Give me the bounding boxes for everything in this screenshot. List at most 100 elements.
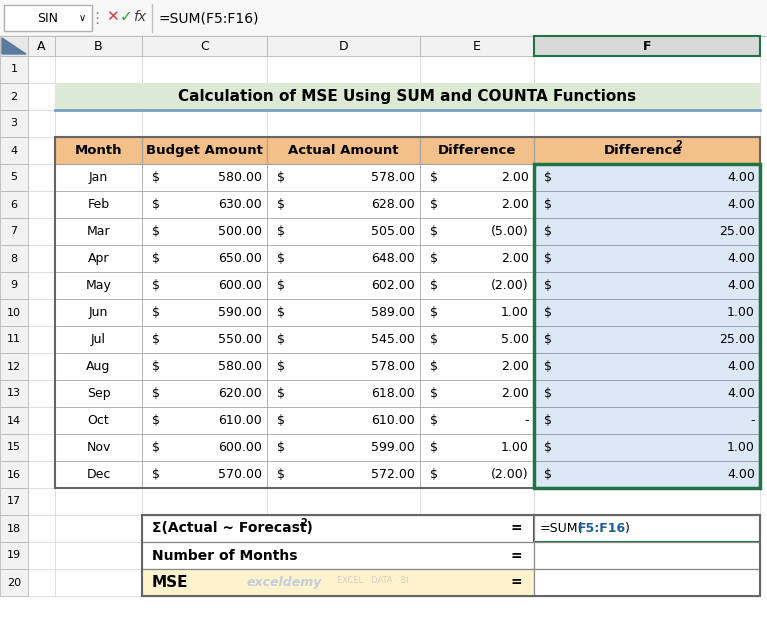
Text: Jan: Jan — [89, 171, 108, 184]
Text: 5.00: 5.00 — [501, 333, 529, 346]
Bar — [420, 461, 534, 488]
Bar — [55, 353, 142, 380]
Bar — [28, 299, 55, 326]
Text: 545.00: 545.00 — [371, 333, 415, 346]
Text: 630.00: 630.00 — [219, 198, 262, 211]
Text: $: $ — [544, 171, 552, 184]
Text: Calculation of MSE Using SUM and COUNTA Functions: Calculation of MSE Using SUM and COUNTA … — [179, 89, 637, 104]
Bar — [534, 56, 760, 83]
Text: 618.00: 618.00 — [371, 387, 415, 400]
Text: $: $ — [430, 225, 438, 238]
Bar — [267, 569, 420, 596]
Text: 599.00: 599.00 — [371, 441, 415, 454]
Text: $: $ — [277, 414, 285, 427]
Text: $: $ — [430, 279, 438, 292]
Text: 650.00: 650.00 — [218, 252, 262, 265]
Bar — [420, 56, 534, 83]
Bar — [55, 272, 142, 299]
Bar — [534, 218, 760, 245]
Bar — [55, 110, 142, 137]
Text: Dec: Dec — [87, 468, 110, 481]
Bar — [55, 488, 142, 515]
Bar — [420, 137, 534, 164]
Text: $: $ — [277, 360, 285, 373]
Bar — [142, 434, 267, 461]
Bar — [28, 245, 55, 272]
Text: EXCEL · DATA · BI: EXCEL · DATA · BI — [337, 576, 409, 585]
Bar — [55, 407, 142, 434]
Bar — [420, 488, 534, 515]
Text: 620.00: 620.00 — [219, 387, 262, 400]
Bar — [534, 488, 760, 515]
Text: 610.00: 610.00 — [219, 414, 262, 427]
Bar — [55, 56, 142, 83]
Bar — [0, 56, 28, 83]
Bar — [267, 56, 420, 83]
Bar — [28, 515, 55, 542]
Bar — [267, 272, 420, 299]
Bar — [534, 36, 760, 56]
Bar — [267, 434, 420, 461]
Text: Month: Month — [74, 144, 122, 157]
Bar — [267, 542, 420, 569]
Text: 2.00: 2.00 — [501, 171, 529, 184]
Text: =SUM(: =SUM( — [540, 522, 584, 535]
Bar — [142, 515, 267, 542]
Text: 19: 19 — [7, 550, 21, 560]
Text: Difference: Difference — [438, 144, 516, 157]
Bar — [534, 353, 760, 380]
Bar — [55, 461, 142, 488]
Bar — [267, 461, 420, 488]
Bar — [420, 542, 534, 569]
Bar — [534, 137, 760, 164]
Text: $: $ — [430, 360, 438, 373]
Text: 4.00: 4.00 — [727, 468, 755, 481]
Bar — [267, 326, 420, 353]
Bar — [534, 326, 760, 353]
Bar — [534, 299, 760, 326]
Text: 600.00: 600.00 — [218, 441, 262, 454]
Bar — [28, 56, 55, 83]
Bar — [267, 245, 420, 272]
Bar — [534, 407, 760, 434]
Bar — [28, 164, 55, 191]
Bar — [420, 434, 534, 461]
Text: $: $ — [544, 414, 552, 427]
Bar — [55, 272, 142, 299]
Bar — [267, 353, 420, 380]
Bar — [534, 353, 760, 380]
Text: $: $ — [430, 333, 438, 346]
Text: -: - — [525, 414, 529, 427]
Bar — [142, 515, 534, 542]
Text: $: $ — [544, 333, 552, 346]
Text: 590.00: 590.00 — [218, 306, 262, 319]
Text: 2: 2 — [300, 519, 307, 529]
Bar — [420, 36, 534, 56]
Bar — [28, 137, 55, 164]
Text: 6: 6 — [11, 199, 18, 209]
Text: $: $ — [544, 252, 552, 265]
Bar — [534, 191, 760, 218]
Bar — [142, 461, 267, 488]
Bar — [267, 461, 420, 488]
Bar — [55, 326, 142, 353]
Polygon shape — [2, 38, 26, 54]
Text: $: $ — [152, 414, 160, 427]
Text: 20: 20 — [7, 578, 21, 587]
Text: $: $ — [430, 306, 438, 319]
Text: $: $ — [152, 279, 160, 292]
Text: $: $ — [430, 252, 438, 265]
Bar — [55, 569, 142, 596]
Bar — [142, 218, 267, 245]
Text: 2.00: 2.00 — [501, 252, 529, 265]
Text: Jul: Jul — [91, 333, 106, 346]
Bar — [55, 245, 142, 272]
Bar — [420, 245, 534, 272]
Text: C: C — [200, 40, 209, 53]
Text: 589.00: 589.00 — [371, 306, 415, 319]
Text: 4.00: 4.00 — [727, 387, 755, 400]
Text: A: A — [38, 40, 46, 53]
Bar — [420, 461, 534, 488]
Bar — [0, 488, 28, 515]
Bar — [420, 137, 534, 164]
